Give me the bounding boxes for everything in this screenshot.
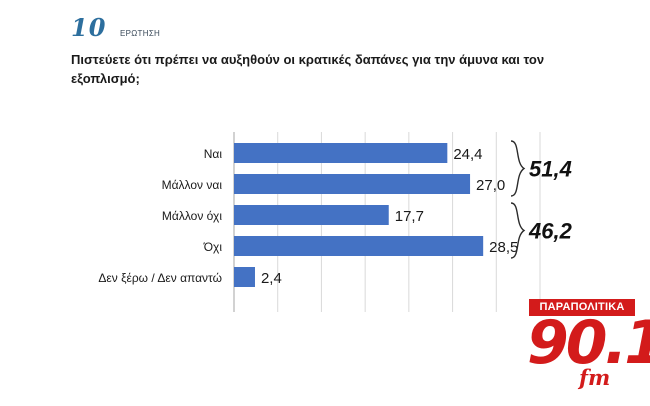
category-label: Ναι [204,147,223,161]
category-label: Μάλλον ναι [162,178,223,192]
data-label: 2,4 [261,270,282,287]
data-label: 17,7 [395,208,424,225]
question-word: ΕΡΩΤΗΣΗ [120,29,161,38]
bar [234,205,389,225]
logo-fm-text: fm [577,365,613,390]
question-title: Πιστεύετε ότι πρέπει να αυξηθούν οι κρατ… [71,52,545,86]
data-label: 27,0 [476,177,505,194]
bar [234,143,448,163]
group-total-label: 51,4 [529,157,572,182]
data-label: 24,4 [453,146,482,163]
data-label: 28,5 [489,239,518,256]
question-number: 10 [71,13,107,42]
group-bracket [510,140,526,197]
category-label: Δεν ξέρω / Δεν απαντώ [98,271,222,285]
radio-logo: ΠΑΡΑΠΟΛΙΤΙΚΑ 90.1 fm [527,299,650,392]
group-total-label: 46,2 [528,219,573,244]
bar [234,267,255,287]
logo-number: 90.1 [527,308,650,378]
category-label: Μάλλον όχι [162,209,222,223]
bar [234,236,484,256]
bar [234,174,471,194]
group-bracket [510,202,526,259]
category-label: Όχι [203,240,223,254]
logo-band-text: ΠΑΡΑΠΟΛΙΤΙΚΑ [529,299,635,316]
